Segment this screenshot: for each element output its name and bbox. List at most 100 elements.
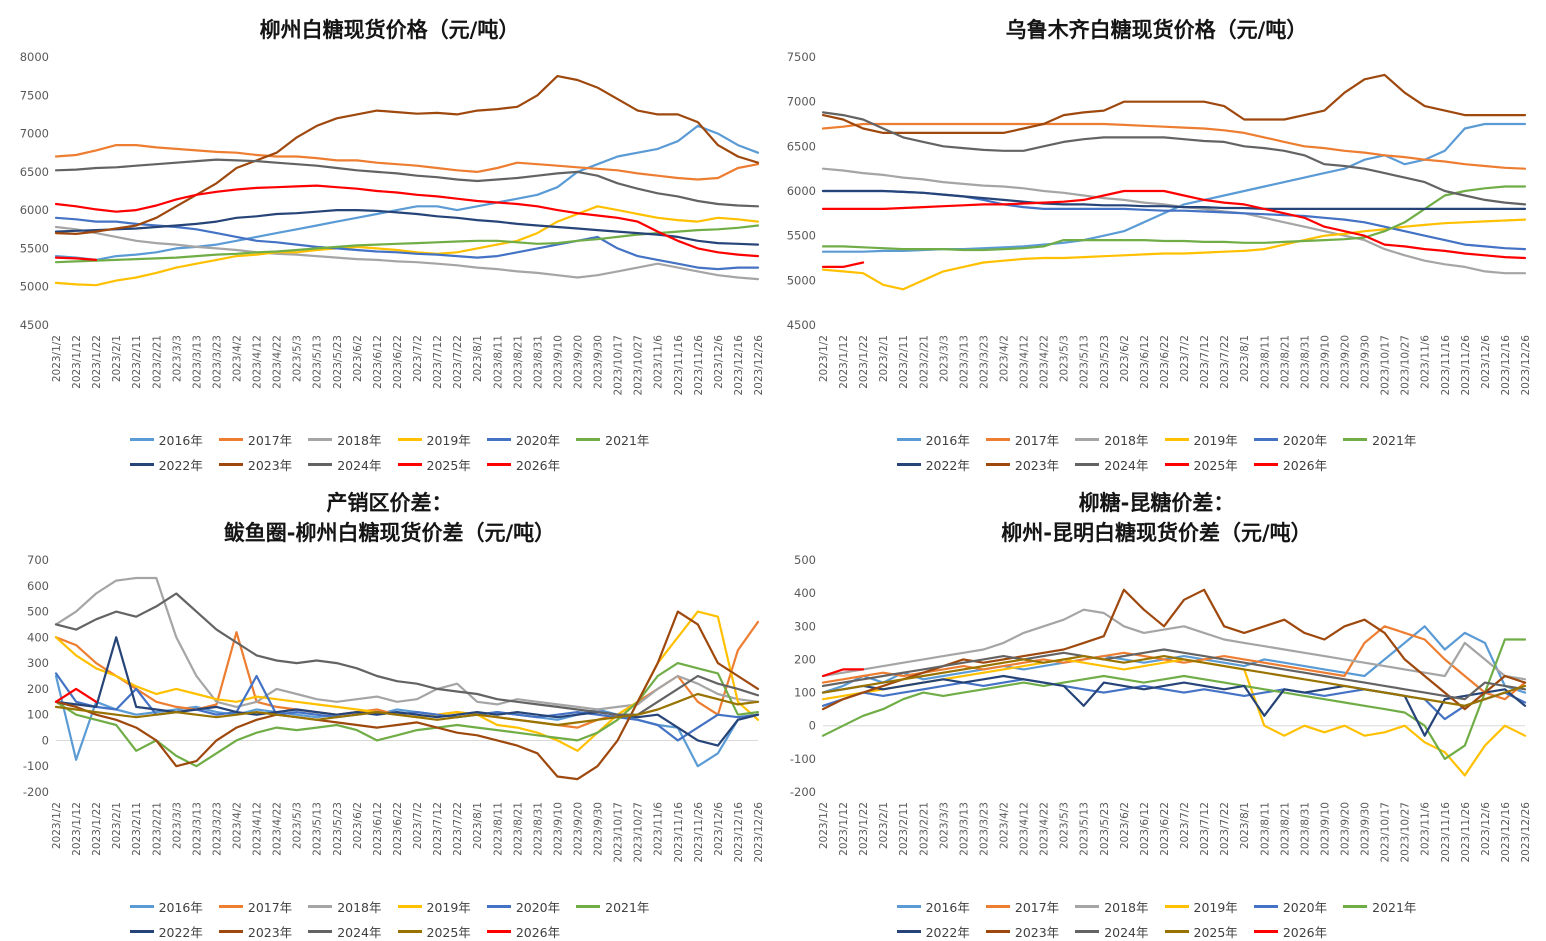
legend-line-marker <box>486 438 511 442</box>
svg-text:2023/9/20: 2023/9/20 <box>572 802 584 856</box>
svg-text:6000: 6000 <box>19 204 48 218</box>
series-line-2016年 <box>54 125 759 262</box>
svg-text:2023/6/22: 2023/6/22 <box>1158 335 1170 389</box>
liuzhou-kunming-spread-plot: -200 -100 0 100 200 300 400 500 2023/1/2 2023/1/1… <box>789 553 1532 863</box>
legend-label: 2020年 <box>515 433 561 449</box>
svg-text:2023/6/12: 2023/6/12 <box>1138 335 1150 389</box>
svg-text:2023/3/3: 2023/3/3 <box>171 335 183 382</box>
legend-item-2024: 2024年 <box>1075 922 1149 941</box>
legend-line-marker <box>1164 905 1189 909</box>
legend-item-2022: 2022年 <box>129 455 203 474</box>
svg-text:2023/10/17: 2023/10/17 <box>612 802 624 863</box>
svg-text:2023/9/20: 2023/9/20 <box>1339 802 1351 856</box>
svg-text:2023/4/12: 2023/4/12 <box>251 335 263 389</box>
svg-text:5500: 5500 <box>19 242 48 256</box>
legend-item-2025: 2025年 <box>1164 455 1238 474</box>
legend-item-2022: 2022年 <box>896 455 970 474</box>
svg-text:2023/6/2: 2023/6/2 <box>351 335 363 382</box>
series-line-2026年 <box>821 261 864 269</box>
svg-text:2023/3/13: 2023/3/13 <box>191 335 203 389</box>
legend-label: 2021年 <box>1372 433 1417 449</box>
series-lines <box>54 75 759 287</box>
svg-text:5500: 5500 <box>786 229 815 243</box>
svg-text:2023/8/21: 2023/8/21 <box>1279 802 1291 856</box>
series-line-2017年 <box>54 144 759 181</box>
svg-text:200: 200 <box>27 682 49 696</box>
legend-line-marker <box>576 438 601 442</box>
svg-text:2023/5/13: 2023/5/13 <box>311 335 323 389</box>
legend-label: 2023年 <box>1014 458 1060 474</box>
legend-line-marker <box>218 930 243 934</box>
series-line-2024年 <box>54 592 759 716</box>
legend-label: 2024年 <box>337 925 382 941</box>
svg-text:2023/4/2: 2023/4/2 <box>231 802 243 849</box>
legend-item-2019: 2019年 <box>397 897 471 916</box>
chart-title: 产销区价差： <box>326 491 453 516</box>
svg-text:2023/10/27: 2023/10/27 <box>632 802 644 863</box>
legend-label: 2018年 <box>337 900 382 916</box>
legend-line-marker <box>218 438 243 442</box>
y-axis-labels: 4500 5000 5500 6000 6500 7000 7500 <box>786 50 815 332</box>
svg-text:8000: 8000 <box>19 50 48 64</box>
svg-text:2023/8/11: 2023/8/11 <box>492 802 504 856</box>
legend-label: 2025年 <box>426 458 471 474</box>
series-line-2021年 <box>821 638 1526 761</box>
legend-item-2026: 2026年 <box>486 922 560 941</box>
legend-label: 2025年 <box>426 925 471 941</box>
legend-label: 2016年 <box>925 900 970 916</box>
legend-line-marker <box>985 905 1010 909</box>
legend-label: 2022年 <box>158 925 203 941</box>
legend-label: 2021年 <box>605 433 650 449</box>
legend-item-2026: 2026年 <box>1253 922 1327 941</box>
series-line-2023年 <box>821 74 1526 135</box>
svg-text:2023/10/17: 2023/10/17 <box>612 335 624 396</box>
legend-label: 2022年 <box>925 925 970 941</box>
legend-line-marker <box>129 930 154 934</box>
legend-label: 2017年 <box>247 433 293 449</box>
svg-text:2023/2/11: 2023/2/11 <box>898 802 910 856</box>
legend-item-2018: 2018年 <box>308 430 382 449</box>
legend-label: 2017年 <box>247 900 293 916</box>
svg-text:2023/6/12: 2023/6/12 <box>371 802 383 856</box>
svg-text:2023/3/3: 2023/3/3 <box>171 802 183 849</box>
svg-text:2023/3/23: 2023/3/23 <box>978 802 990 856</box>
svg-text:2023/6/12: 2023/6/12 <box>1138 802 1150 856</box>
x-axis-labels: 2023/1/2 2023/1/12 2023/1/22 2023/2/1 2023/2… <box>818 802 1532 863</box>
legend-line-marker <box>308 905 333 909</box>
legend-row: 2016年 2017年 2018年 2019年 2020年 2021年 <box>896 897 1416 916</box>
legend-line-marker <box>985 930 1010 934</box>
series-line-2018年 <box>821 167 1526 275</box>
series-line-2018年 <box>821 608 1526 681</box>
y-axis-labels: -200 -100 0 100 200 300 400 500 600 700 <box>22 553 48 799</box>
svg-text:2023/6/2: 2023/6/2 <box>1118 802 1130 849</box>
svg-text:2023/4/2: 2023/4/2 <box>231 335 243 382</box>
legend-line-marker <box>1075 463 1100 467</box>
series-line-2018年 <box>54 577 759 711</box>
legend-item-2022: 2022年 <box>129 922 203 941</box>
svg-text:2023/12/26: 2023/12/26 <box>1520 802 1532 863</box>
svg-text:2023/11/16: 2023/11/16 <box>672 335 684 396</box>
svg-text:100: 100 <box>794 686 816 700</box>
legend-item-2020: 2020年 <box>486 430 561 449</box>
svg-text:2023/5/3: 2023/5/3 <box>291 802 303 849</box>
legend-row: 2022年 2023年 2024年 2025年 2026年 <box>129 922 560 941</box>
svg-text:2023/6/2: 2023/6/2 <box>1118 335 1130 382</box>
svg-text:2023/12/16: 2023/12/16 <box>1499 802 1511 863</box>
legend-line-marker <box>129 905 154 909</box>
legend-item-2018: 2018年 <box>1075 897 1149 916</box>
legend-item-2021: 2021年 <box>1343 897 1416 916</box>
legend-item-2021: 2021年 <box>576 897 649 916</box>
series-line-2025年 <box>54 693 759 727</box>
legend-line-marker <box>1075 438 1100 442</box>
svg-text:2023/7/2: 2023/7/2 <box>1179 335 1191 382</box>
svg-text:2023/7/22: 2023/7/22 <box>1219 802 1231 856</box>
svg-text:2023/4/12: 2023/4/12 <box>1018 335 1030 389</box>
svg-text:2023/9/30: 2023/9/30 <box>1359 802 1371 856</box>
svg-text:200: 200 <box>794 653 816 667</box>
series-lines <box>54 577 759 781</box>
legend-label: 2022年 <box>925 458 970 474</box>
liuzhou-kunming-spread-legend: 2016年 2017年 2018年 2019年 2020年 2021年 2022年 2023年… <box>896 894 1416 941</box>
svg-text:2023/4/22: 2023/4/22 <box>271 335 283 389</box>
legend-row: 2022年 2023年 2024年 2025年 2026年 <box>896 455 1327 474</box>
